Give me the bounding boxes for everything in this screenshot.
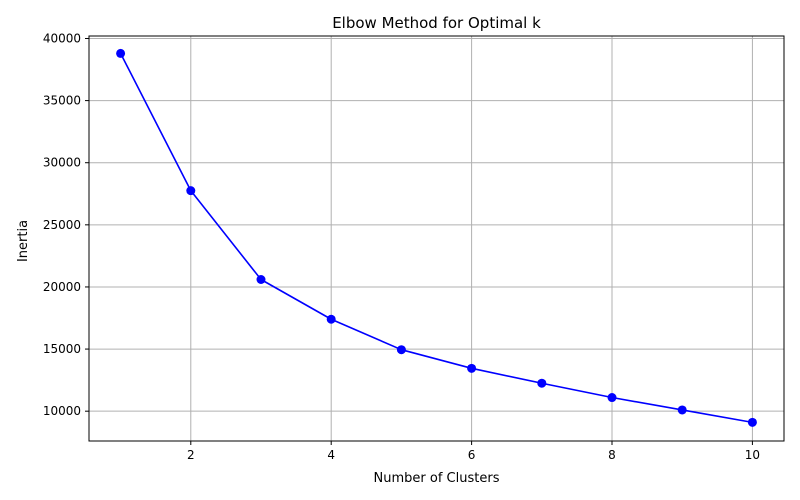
series-layer bbox=[116, 48, 757, 427]
x-tick-label: 6 bbox=[468, 448, 476, 462]
data-point bbox=[747, 417, 757, 427]
y-tick-label: 10000 bbox=[43, 404, 81, 418]
y-tick-label: 25000 bbox=[43, 218, 81, 232]
data-point bbox=[607, 393, 617, 403]
data-point bbox=[256, 274, 266, 284]
data-point bbox=[326, 314, 336, 324]
chart-title: Elbow Method for Optimal k bbox=[332, 14, 541, 32]
x-tick-label: 2 bbox=[187, 448, 195, 462]
plot-frame bbox=[88, 35, 785, 442]
y-tick-label: 20000 bbox=[43, 280, 81, 294]
data-point bbox=[677, 405, 687, 415]
data-point bbox=[467, 363, 477, 373]
y-tick-label: 30000 bbox=[43, 156, 81, 170]
grid bbox=[89, 36, 784, 441]
x-tick-label: 8 bbox=[608, 448, 616, 462]
data-point bbox=[116, 48, 126, 58]
x-tick-label: 4 bbox=[327, 448, 335, 462]
y-tick-label: 40000 bbox=[43, 31, 81, 45]
y-tick-label: 35000 bbox=[43, 94, 81, 108]
y-tick-label: 15000 bbox=[43, 342, 81, 356]
data-point bbox=[396, 345, 406, 355]
data-point bbox=[537, 378, 547, 388]
series-line bbox=[119, 53, 753, 424]
x-tick-label: 10 bbox=[745, 448, 760, 462]
x-axis-label: Number of Clusters bbox=[374, 471, 500, 486]
y-axis-label: Inertia bbox=[16, 220, 31, 262]
data-point bbox=[186, 186, 196, 196]
ticks: 2 4 6 8 10 10000 15000 20000 25000 30000 35000 4000… bbox=[43, 31, 760, 462]
